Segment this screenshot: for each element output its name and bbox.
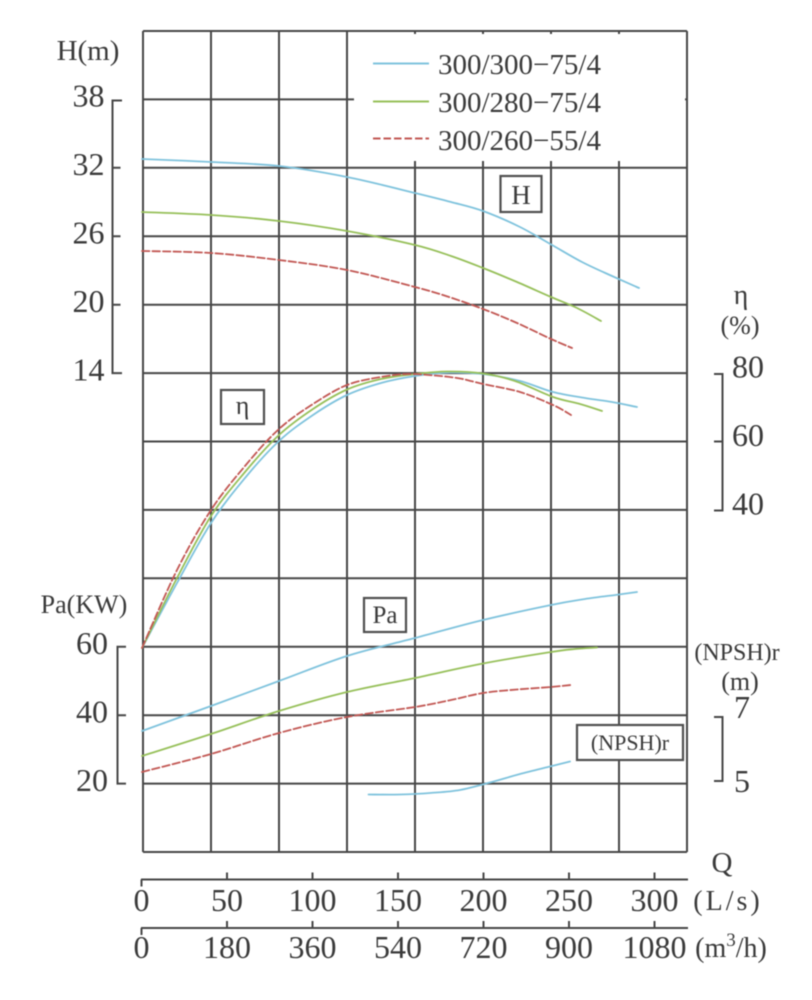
svg-text:900: 900 [545, 929, 593, 965]
svg-text:80: 80 [732, 349, 764, 385]
svg-text:300/260−55/4: 300/260−55/4 [438, 125, 601, 157]
svg-text:32: 32 [73, 146, 105, 182]
svg-text:(m3/h): (m3/h) [695, 930, 767, 964]
svg-text:300: 300 [631, 882, 679, 918]
svg-text:Pa(KW): Pa(KW) [41, 590, 128, 619]
svg-text:300/300−75/4: 300/300−75/4 [438, 49, 601, 81]
svg-text:0: 0 [134, 882, 150, 918]
svg-text:Pa: Pa [373, 602, 398, 629]
svg-text:38: 38 [73, 78, 105, 114]
svg-text:20: 20 [76, 762, 108, 798]
svg-text:540: 540 [374, 929, 422, 965]
svg-text:60: 60 [76, 625, 108, 661]
svg-text:360: 360 [289, 929, 337, 965]
svg-text:20: 20 [73, 283, 105, 319]
svg-text:(m): (m) [721, 667, 759, 696]
svg-text:100: 100 [289, 882, 337, 918]
svg-text:η: η [236, 391, 250, 420]
svg-text:40: 40 [76, 693, 108, 729]
svg-text:720: 720 [460, 929, 508, 965]
svg-text:50: 50 [211, 882, 243, 918]
svg-text:(%): (%) [721, 311, 760, 340]
svg-text:1080: 1080 [623, 929, 687, 965]
svg-text:5: 5 [734, 763, 750, 799]
svg-text:(NPSH)r: (NPSH)r [694, 640, 779, 666]
svg-text:200: 200 [460, 882, 508, 918]
svg-text:14: 14 [73, 351, 105, 387]
svg-text:60: 60 [732, 417, 764, 453]
svg-text:7: 7 [734, 689, 750, 725]
svg-text:300/280−75/4: 300/280−75/4 [438, 87, 601, 119]
svg-text:(NPSH)r: (NPSH)r [591, 730, 670, 755]
svg-text:η: η [734, 280, 749, 311]
svg-text:250: 250 [545, 882, 593, 918]
svg-text:Q: Q [712, 847, 733, 879]
svg-text:40: 40 [732, 486, 764, 522]
svg-text:0: 0 [134, 929, 150, 965]
svg-text:180: 180 [203, 929, 251, 965]
svg-text:150: 150 [374, 882, 422, 918]
svg-text:H(m): H(m) [57, 35, 120, 67]
svg-text:(L/s): (L/s) [693, 886, 762, 917]
svg-text:26: 26 [73, 215, 105, 251]
svg-text:H: H [511, 180, 531, 210]
